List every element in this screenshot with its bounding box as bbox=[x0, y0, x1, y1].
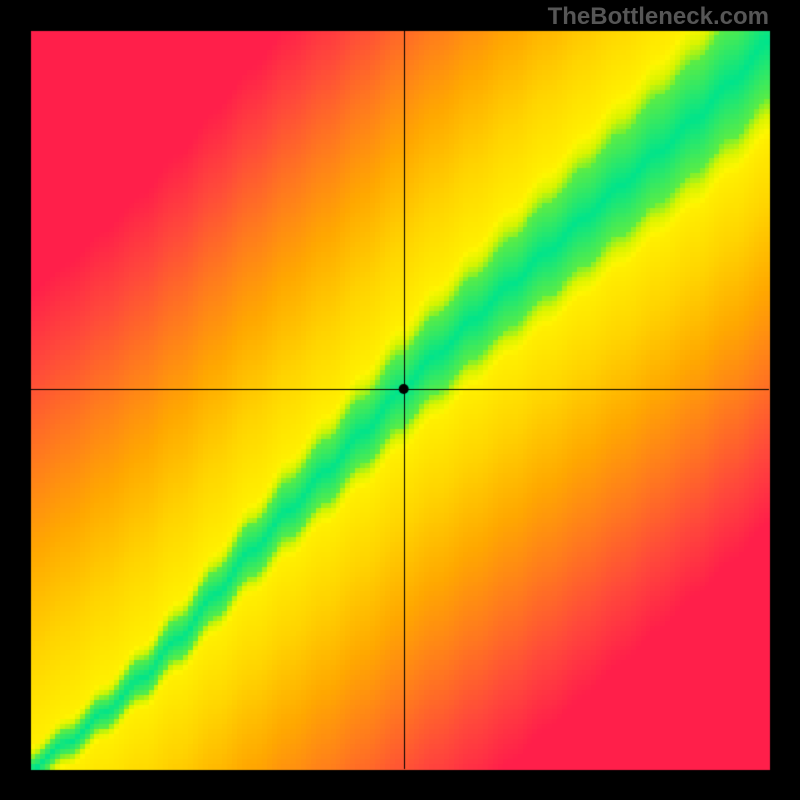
watermark-text: TheBottleneck.com bbox=[548, 3, 769, 31]
chart-container: { "canvas": { "width": 800, "height": 80… bbox=[0, 0, 800, 800]
heatmap-canvas bbox=[0, 0, 800, 800]
